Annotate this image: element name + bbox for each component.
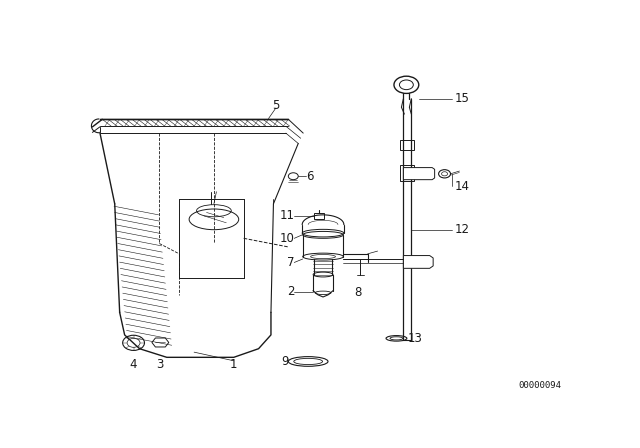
Text: 9: 9	[281, 355, 288, 368]
Text: 1: 1	[230, 358, 237, 371]
Text: 6: 6	[306, 170, 313, 183]
Text: 4: 4	[130, 358, 138, 371]
Text: 12: 12	[454, 223, 470, 236]
Text: 11: 11	[279, 209, 294, 222]
FancyBboxPatch shape	[314, 213, 324, 219]
Polygon shape	[403, 168, 435, 180]
Text: 15: 15	[454, 92, 469, 105]
Text: 2: 2	[287, 285, 294, 298]
Polygon shape	[403, 255, 433, 268]
Text: 00000094: 00000094	[518, 381, 561, 390]
Text: 10: 10	[280, 232, 294, 245]
Text: 13: 13	[408, 332, 422, 345]
Text: 7: 7	[287, 256, 294, 269]
Text: 14: 14	[454, 180, 470, 193]
Text: 3: 3	[156, 358, 163, 371]
Text: 5: 5	[272, 99, 280, 112]
Text: 8: 8	[354, 286, 362, 299]
